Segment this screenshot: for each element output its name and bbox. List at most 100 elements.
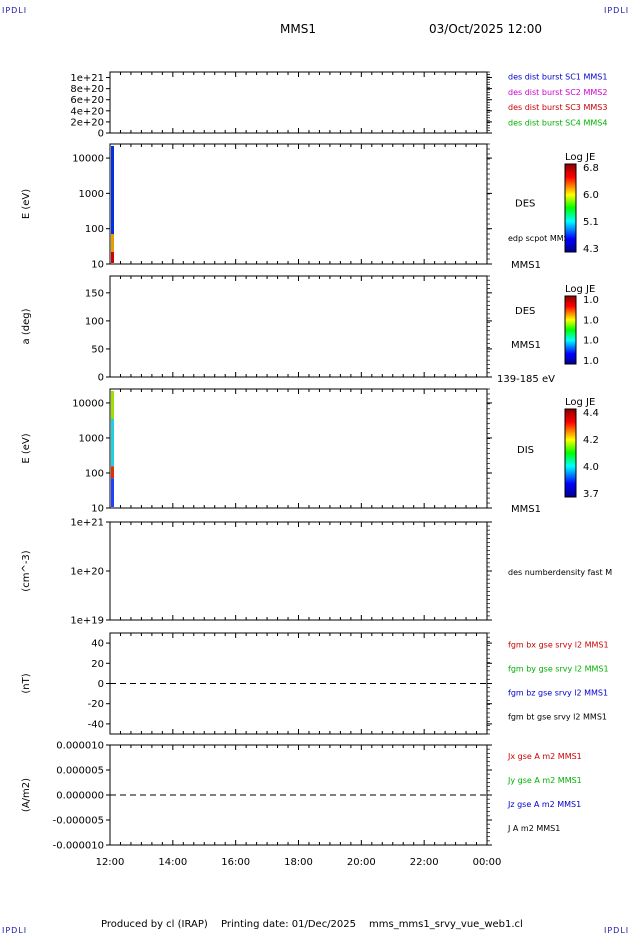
panel-7-ytick-label: 0.000000 — [56, 791, 104, 802]
panel-4-colorbar-label: Log JE — [565, 397, 595, 408]
panel-3-colorbar-tick: 1.0 — [583, 336, 599, 347]
panel-1-ytick-label: 6e+20 — [70, 95, 104, 106]
panel-2-ylabel: E (eV) — [21, 189, 32, 219]
page-datetime: 03/Oct/2025 12:00 — [429, 22, 543, 36]
panel-4-ylabel: E (eV) — [21, 433, 32, 463]
panel-6-ytick-label: -20 — [88, 699, 104, 710]
panel-4-frame — [109, 388, 488, 509]
panel-2-data-strip — [111, 252, 114, 263]
panel-4-colorbar-tick: 4.4 — [583, 408, 599, 419]
panel-2-colorbar-tick: 4.3 — [583, 244, 599, 255]
panel-3-colorbar-tick: 1.0 — [583, 315, 599, 326]
panel-7-legend-4: J A m2 MMS1 — [507, 824, 560, 833]
panel-3-colorbar-tick: 1.0 — [583, 295, 599, 306]
panel-2-right-label-2: MMS1 — [511, 260, 541, 271]
panel-1-ytick-label: 4e+20 — [70, 106, 104, 117]
panel-2-data-strip — [111, 234, 114, 252]
panel-2-ytick-label: 10 — [91, 260, 104, 271]
panel-4-colorbar-tick: 4.2 — [583, 435, 599, 446]
panel-6-ylabel: (nT) — [21, 673, 32, 693]
footer-printing-date: Printing date: 01/Dec/2025 — [221, 919, 357, 930]
page-title: MMS1 — [280, 22, 316, 36]
xtick-label: 16:00 — [221, 857, 250, 868]
panel-3-ytick-label: 150 — [85, 288, 104, 299]
xtick-label: 18:00 — [284, 857, 313, 868]
panel-2-colorbar-tick: 6.0 — [583, 190, 599, 201]
panel-5-legend-1: des numberdensity fast M — [508, 568, 612, 577]
panel-6-legend-4: fgm bt gse srvy l2 MMS1 — [508, 713, 607, 722]
footer-produced-by: Produced by cl (IRAP) — [101, 919, 208, 930]
panel-2-ytick-label: 1000 — [79, 189, 104, 200]
panel-4-right-label-1: DIS — [517, 445, 534, 456]
panel-5-ytick-label: 1e+20 — [70, 567, 104, 578]
panel-2-colorbar-label: Log JE — [565, 152, 595, 163]
panel-1-legend-3: des dist burst SC3 MMS3 — [508, 103, 607, 112]
panel-4-ytick-label: 10000 — [72, 398, 104, 409]
corner-label-bottom-right: IPDLI — [604, 926, 630, 935]
panel-6-ytick-label: 40 — [91, 639, 104, 650]
panel-7-legend-2: Jy gse A m2 MMS1 — [507, 776, 582, 785]
panel-1-legend-4: des dist burst SC4 MMS4 — [508, 118, 607, 127]
corner-label-top-right: IPDLI — [604, 6, 630, 15]
panel-5-ytick-label: 1e+19 — [70, 616, 104, 627]
panel-1-frame — [109, 71, 488, 134]
panel-2-colorbar-tick: 6.8 — [583, 163, 599, 174]
panel-1-ytick-label: 1e+21 — [70, 73, 104, 84]
panel-2-colorbar-tick: 5.1 — [583, 217, 599, 228]
panel-3-ytick-label: 100 — [85, 316, 104, 327]
xtick-label: 00:00 — [473, 857, 502, 868]
panel-2-overlay-label: edp scpot MMS1 — [508, 234, 574, 243]
panel-6-legend-1: fgm bx gse srvy l2 MMS1 — [508, 641, 609, 650]
panel-3-right-label-1: DES — [515, 306, 535, 317]
xtick-label: 22:00 — [410, 857, 439, 868]
panel-7-ytick-label: 0.000005 — [56, 766, 104, 777]
xtick-label: 14:00 — [158, 857, 187, 868]
panel-7-ytick-label: 0.000010 — [56, 741, 104, 752]
panel-2-ytick-label: 100 — [85, 224, 104, 235]
panel-7-ytick-label: -0.000005 — [53, 816, 104, 827]
panel-5-ylabel: (cm^-3) — [21, 550, 32, 591]
panel-3-right-label-3: 139-185 eV — [497, 374, 555, 385]
panel-1-ytick-label: 2e+20 — [70, 117, 104, 128]
panel-4-data-strip — [111, 391, 114, 421]
xtick-label: 20:00 — [347, 857, 376, 868]
xtick-label: 12:00 — [96, 857, 125, 868]
panel-3-colorbar-tick: 1.0 — [583, 356, 599, 367]
panel-6-legend-3: fgm bz gse srvy l2 MMS1 — [508, 689, 608, 698]
panel-4-ytick-label: 1000 — [79, 433, 104, 444]
panel-1-ytick-label: 0 — [98, 129, 104, 140]
corner-label-top-left: IPDLI — [2, 6, 28, 15]
panel-4-colorbar-tick: 3.7 — [583, 489, 599, 500]
panel-3-right-label-2: MMS1 — [511, 340, 541, 351]
panel-4-colorbar-tick: 4.0 — [583, 462, 599, 473]
panel-1-legend-1: des dist burst SC1 MMS1 — [508, 73, 607, 82]
panel-4-ytick-label: 10 — [91, 504, 104, 515]
panel-4-ytick-label: 100 — [85, 468, 104, 479]
panel-6-ytick-label: 20 — [91, 659, 104, 670]
panel-3-ytick-label: 50 — [91, 344, 104, 355]
panel-3-ylabel: a (deg) — [21, 308, 32, 344]
panel-3-colorbar-label: Log JE — [565, 284, 595, 295]
panel-7-legend-1: Jx gse A m2 MMS1 — [507, 752, 582, 761]
footer-filename: mms_mms1_srvy_vue_web1.cl — [369, 919, 523, 930]
panel-4-colorbar — [564, 408, 577, 498]
panel-4-data-strip — [111, 466, 114, 479]
panel-5-frame — [109, 521, 488, 621]
panel-3-frame — [109, 275, 488, 378]
panel-1-ytick-label: 8e+20 — [70, 84, 104, 95]
panel-5-ytick-label: 1e+21 — [70, 518, 104, 529]
panel-2-ytick-label: 10000 — [72, 154, 104, 165]
panel-6-ytick-label: 0 — [98, 679, 104, 690]
panel-3-ytick-label: 0 — [98, 373, 104, 384]
panel-7-ytick-label: -0.000010 — [53, 841, 104, 852]
panel-2-right-label-1: DES — [515, 198, 535, 209]
panel-4-data-strip — [111, 478, 114, 507]
panel-4-data-strip — [111, 418, 114, 467]
panel-2-data-strip — [111, 146, 114, 236]
panel-7-ylabel: (A/m2) — [21, 778, 32, 812]
panel-7-legend-3: Jz gse A m2 MMS1 — [507, 800, 581, 809]
panel-2-frame — [109, 143, 488, 265]
panel-6-legend-2: fgm by gse srvy l2 MMS1 — [508, 665, 609, 674]
panel-3-colorbar — [564, 295, 577, 365]
